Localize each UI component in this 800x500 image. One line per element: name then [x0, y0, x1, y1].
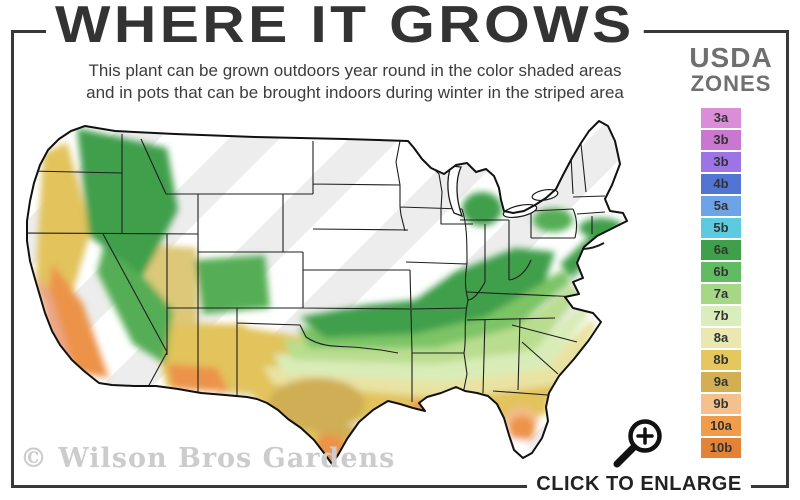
zone-swatch-10a: 10a	[701, 416, 741, 436]
subtitle-line-1: This plant can be grown outdoors year ro…	[88, 61, 622, 80]
map-fill-layers	[27, 121, 627, 464]
zone-swatch-8a: 8a	[701, 328, 741, 348]
zone-swatch-7b: 7b	[701, 306, 741, 326]
zone-swatch-5b: 5b	[701, 218, 741, 238]
zone-swatch-9a: 9a	[701, 372, 741, 392]
zone-swatch-5a: 5a	[701, 196, 741, 216]
zone-color-blobs	[35, 128, 623, 464]
zone-swatch-4b: 4b	[701, 174, 741, 194]
subtitle-line-2: and in pots that can be brought indoors …	[86, 83, 624, 102]
zone-swatch-8b: 8b	[701, 350, 741, 370]
magnifier-zoom-icon[interactable]	[600, 403, 670, 478]
us-map-svg	[26, 120, 628, 465]
usda-zone-list: 3a 3b 3b 4b 5a 5b 6a 6b 7a 7b 8a 8b 9a 9b 10a 10b	[701, 108, 741, 460]
lake-michigan	[447, 165, 464, 218]
zone-swatch-3a: 3a	[701, 108, 741, 128]
zone-swatch-3b: 3b	[701, 152, 741, 172]
subtitle: This plant can be grown outdoors year ro…	[62, 60, 648, 104]
zone-swatch-6a: 6a	[701, 240, 741, 260]
usda-label: USDA	[689, 42, 773, 73]
usda-zones-heading: USDA ZONES	[672, 44, 790, 96]
zone-swatch-10b: 10b	[701, 438, 741, 458]
us-outline	[26, 120, 628, 465]
zone-swatch-3b: 3b	[701, 130, 741, 150]
click-to-enlarge-button[interactable]: CLICK TO ENLARGE	[527, 472, 751, 498]
page-title: WHERE IT GROWS	[46, 0, 644, 52]
watermark: © Wilson Bros Gardens	[20, 443, 396, 474]
zone-swatch-7a: 7a	[701, 284, 741, 304]
us-hardiness-map[interactable]	[15, 112, 660, 472]
zone-swatch-9b: 9b	[701, 394, 741, 414]
state-borders	[27, 134, 606, 402]
zone-swatch-6b: 6b	[701, 262, 741, 282]
zones-label: ZONES	[690, 71, 772, 96]
